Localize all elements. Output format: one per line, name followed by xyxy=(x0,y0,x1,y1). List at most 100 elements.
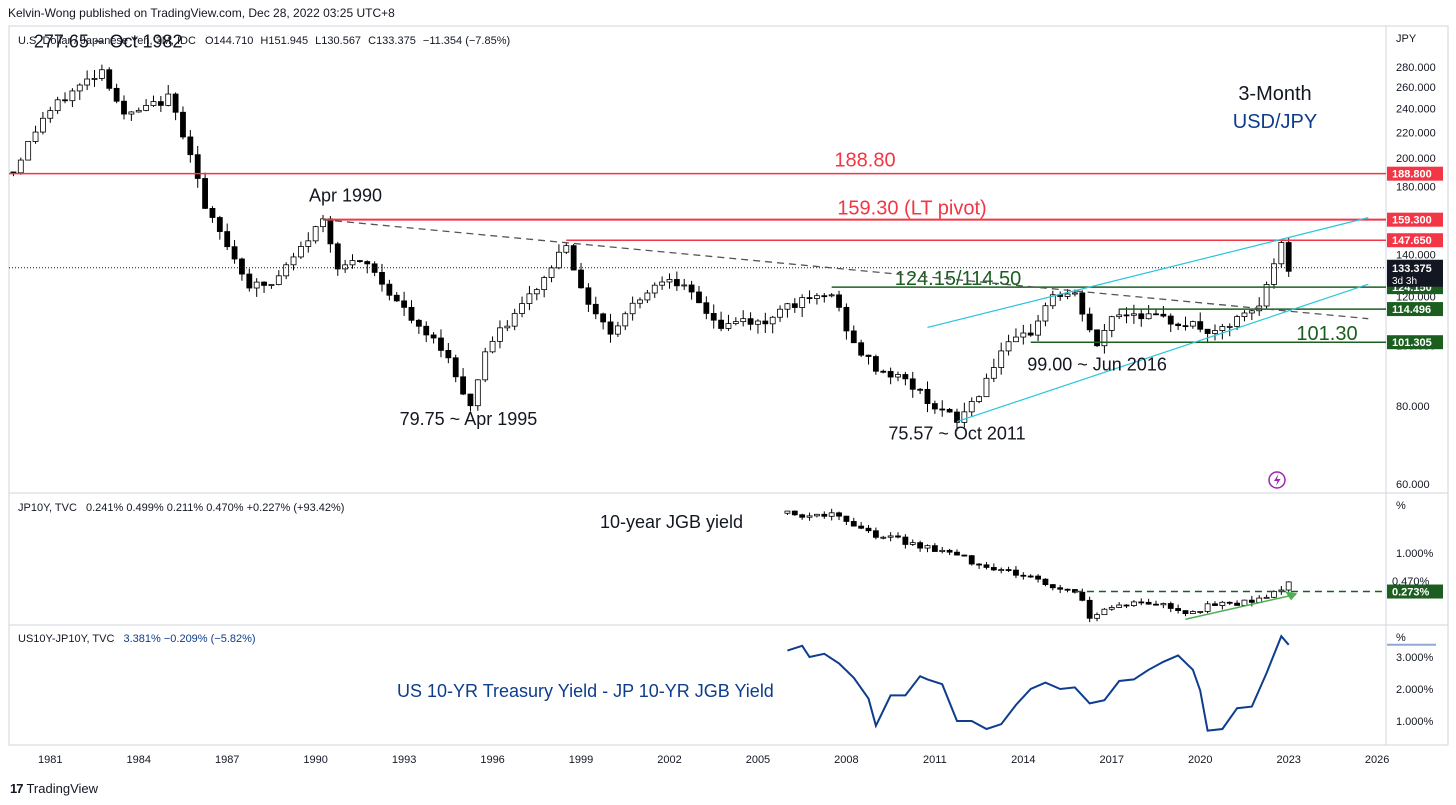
main-candle-13 xyxy=(106,67,113,91)
main-candle-125 xyxy=(931,400,938,414)
price-badge-4[interactable]: 114.496 xyxy=(1387,302,1443,317)
main-candle-23 xyxy=(180,106,186,140)
level-label-159: 159.30 (LT pivot) xyxy=(837,198,986,220)
trendline-channel-lower[interactable] xyxy=(956,283,1369,423)
jgb-candle-1 xyxy=(791,510,798,516)
annotation-3: 75.57 ~ Oct 2011 xyxy=(888,424,1025,444)
main-y-tick-7: 140.000 xyxy=(1396,250,1436,262)
jgb-candle-52 xyxy=(1167,601,1174,613)
x-tick-1999: 1999 xyxy=(569,754,593,766)
main-candle-104 xyxy=(777,305,783,322)
price-badge-5[interactable]: 101.305 xyxy=(1387,335,1443,350)
jgb-support-badge[interactable]: 0.273% xyxy=(1387,584,1443,599)
main-candle-35 xyxy=(268,284,275,289)
main-candle-34 xyxy=(261,281,267,293)
jgb-candle-0 xyxy=(784,510,791,515)
jgb-candle-53 xyxy=(1175,604,1182,614)
main-candle-62 xyxy=(467,393,474,412)
main-candle-57 xyxy=(430,332,437,344)
jgb-candle-61 xyxy=(1234,600,1240,606)
jgb-candle-8 xyxy=(843,515,850,525)
main-candle-103 xyxy=(769,315,776,334)
main-legend-low: L130.567 xyxy=(315,35,361,47)
main-candle-108 xyxy=(806,290,813,304)
svg-text:159.300: 159.300 xyxy=(1392,215,1432,227)
jgb-uptrend-arrow[interactable] xyxy=(1185,593,1297,620)
main-candle-148 xyxy=(1101,323,1108,354)
trendline-channel-upper[interactable] xyxy=(927,217,1369,328)
svg-text:101.305: 101.305 xyxy=(1392,337,1432,349)
main-candle-73 xyxy=(548,265,555,283)
main-candle-124 xyxy=(924,381,931,413)
jgb-candle-17 xyxy=(909,539,916,546)
main-candle-78 xyxy=(585,283,592,312)
main-candle-1 xyxy=(17,157,24,175)
main-candle-106 xyxy=(791,298,798,313)
main-candle-170 xyxy=(1263,281,1270,309)
price-badge-2[interactable]: 147.650 xyxy=(1387,233,1443,248)
jgb-candle-28 xyxy=(990,563,997,572)
spread-legend-symbol: US10Y-JP10Y, TVC xyxy=(18,633,114,645)
main-y-tick-11: 60.000 xyxy=(1396,479,1430,491)
main-candle-100 xyxy=(747,312,754,331)
main-candle-24 xyxy=(187,130,194,163)
x-tick-2002: 2002 xyxy=(657,754,681,766)
spread-y-tick-1: 2.000% xyxy=(1396,684,1434,696)
jgb-candle-33 xyxy=(1027,574,1034,578)
main-candle-107 xyxy=(799,294,806,317)
main-candle-21 xyxy=(165,85,172,107)
main-candle-99 xyxy=(740,310,747,327)
main-candle-14 xyxy=(113,83,120,104)
main-legend-high: H151.945 xyxy=(260,35,308,47)
jgb-candle-22 xyxy=(946,548,953,556)
spread-legend: US10Y-JP10Y, TVC 3.381% −0.209% (−5.82%) xyxy=(18,633,256,645)
main-legend-open: O144.710 xyxy=(205,35,253,47)
main-candle-77 xyxy=(578,262,584,289)
main-candle-80 xyxy=(600,312,607,330)
main-candle-121 xyxy=(902,371,909,386)
main-candle-151 xyxy=(1123,307,1130,324)
main-candle-82 xyxy=(614,321,621,338)
main-candle-46 xyxy=(349,254,356,269)
jgb-candle-55 xyxy=(1189,610,1196,615)
spread-line xyxy=(787,634,1290,732)
main-candle-10 xyxy=(84,70,91,91)
price-badge-0[interactable]: 188.800 xyxy=(1387,166,1443,181)
main-candle-56 xyxy=(423,321,430,343)
price-badge-1[interactable]: 159.300 xyxy=(1387,212,1443,227)
main-candle-15 xyxy=(121,95,127,120)
main-candle-22 xyxy=(172,92,179,121)
jgb-candle-50 xyxy=(1153,600,1159,606)
level-label-124: 124.15/114.50 xyxy=(895,268,1021,290)
jgb-candle-30 xyxy=(1005,566,1012,573)
main-candle-30 xyxy=(231,240,238,264)
svg-text:114.496: 114.496 xyxy=(1392,304,1431,316)
main-candle-118 xyxy=(880,369,887,374)
main-candle-122 xyxy=(909,371,916,398)
jgb-candle-32 xyxy=(1020,572,1027,580)
main-candle-133 xyxy=(990,358,997,383)
main-candle-146 xyxy=(1086,307,1093,333)
main-candle-36 xyxy=(275,270,282,286)
main-candle-163 xyxy=(1212,324,1218,341)
main-y-tick-3: 220.000 xyxy=(1396,127,1436,139)
tradingview-brand[interactable]: 17 TradingView xyxy=(10,781,98,796)
main-candle-168 xyxy=(1248,309,1255,321)
main-candle-19 xyxy=(150,95,157,107)
annotation-2: 79.75 ~ Apr 1995 xyxy=(400,409,538,429)
main-candle-79 xyxy=(592,296,599,320)
main-candle-2 xyxy=(25,141,32,161)
main-candle-18 xyxy=(143,99,150,112)
spread-series-line xyxy=(787,634,1290,732)
jgb-candle-44 xyxy=(1108,605,1115,611)
main-candle-154 xyxy=(1145,305,1152,320)
jgb-candle-48 xyxy=(1138,598,1145,606)
trendline-dashed[interactable] xyxy=(322,219,1369,320)
jgb-candle-25 xyxy=(968,554,975,566)
main-candle-91 xyxy=(681,278,688,290)
lightning-icon[interactable] xyxy=(1268,471,1286,489)
main-candle-161 xyxy=(1197,312,1204,333)
main-candle-17 xyxy=(135,107,142,113)
